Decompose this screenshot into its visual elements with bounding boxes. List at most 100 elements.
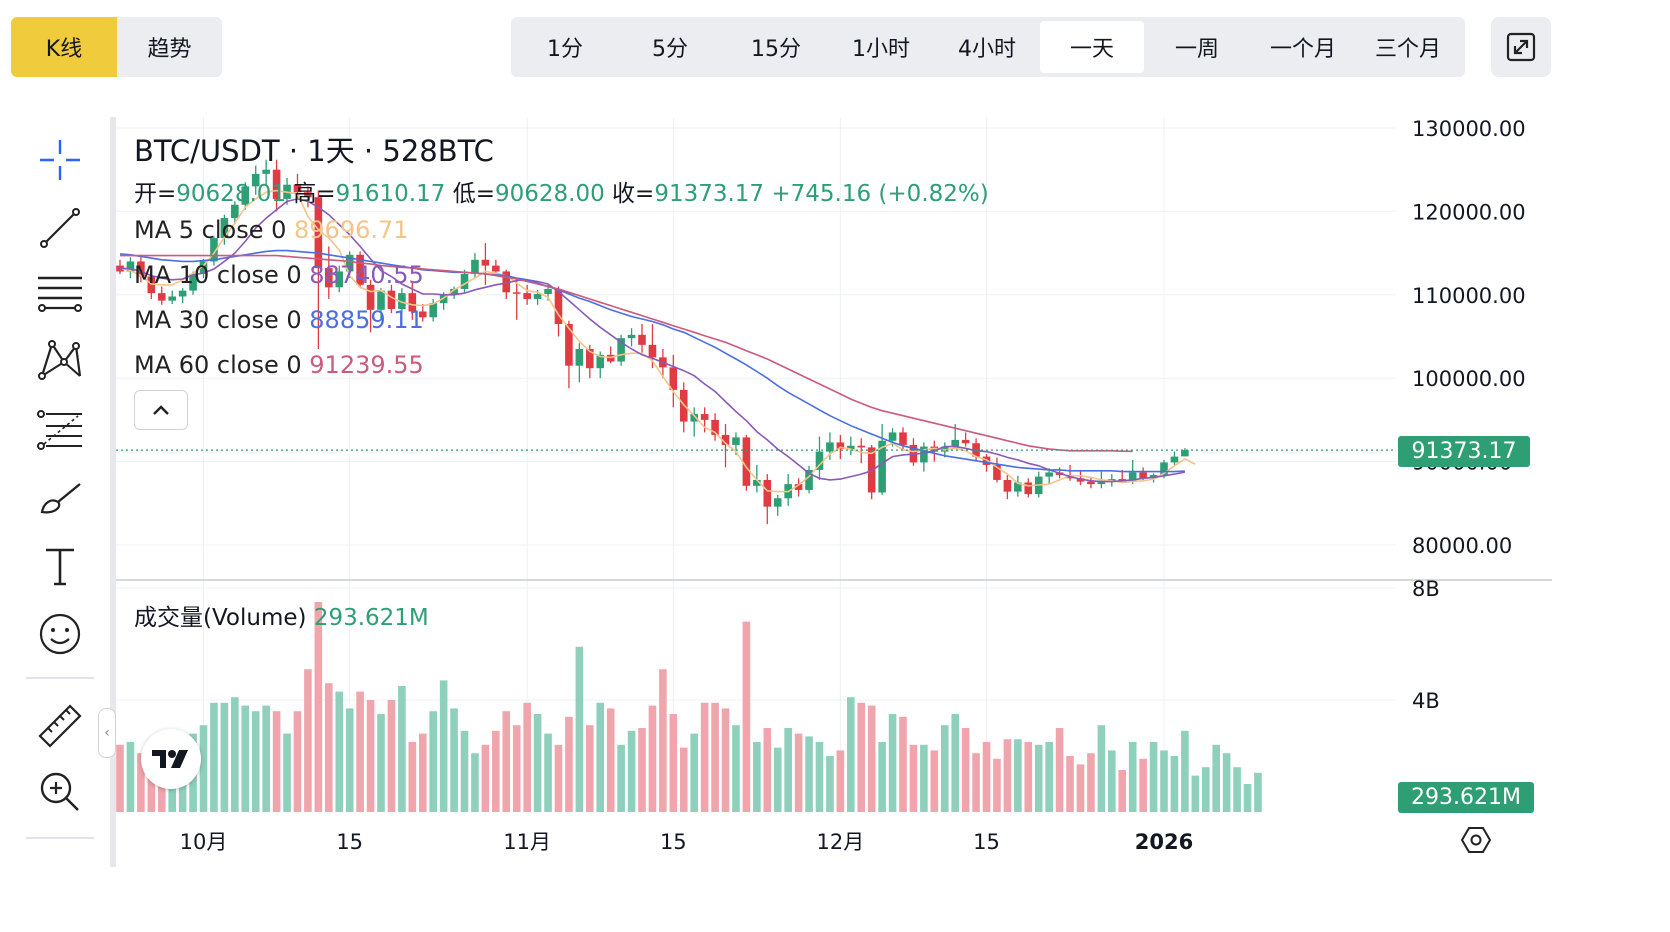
interval-5min[interactable]: 5分 bbox=[652, 37, 688, 62]
candle-body bbox=[586, 349, 594, 369]
close-value: 91373.17 bbox=[654, 181, 765, 207]
candle-body bbox=[366, 284, 375, 310]
interval-1min[interactable]: 1分 bbox=[547, 37, 583, 62]
candle-body bbox=[137, 261, 145, 277]
candle-body bbox=[251, 173, 260, 187]
ma-line-ma5 bbox=[119, 189, 1196, 493]
horizontal-lines-tool[interactable] bbox=[30, 268, 90, 320]
volume-bar bbox=[627, 730, 636, 812]
fibonacci-tool[interactable] bbox=[30, 404, 90, 456]
ruler-icon bbox=[38, 704, 82, 748]
candle-body bbox=[899, 432, 907, 445]
candle-body bbox=[993, 464, 1001, 480]
volume-bar bbox=[732, 725, 740, 812]
volume-bar bbox=[408, 742, 417, 812]
volume-bar bbox=[366, 700, 375, 812]
candle-body bbox=[387, 290, 396, 309]
volume-bar bbox=[1118, 770, 1127, 812]
volume-bar bbox=[1024, 742, 1033, 812]
ma60-legend[interactable]: MA 60 close 0 91239.55 bbox=[134, 351, 424, 379]
fib-icon bbox=[37, 410, 82, 450]
toolbar-collapse-handle[interactable]: ‹ bbox=[98, 708, 116, 758]
price-tick-label: 110000.00 bbox=[1412, 284, 1526, 308]
open-label: 开= bbox=[134, 181, 177, 207]
candle-body bbox=[356, 254, 364, 285]
volume-bar bbox=[533, 714, 542, 812]
chevron-up-icon bbox=[153, 405, 169, 415]
pattern-tool[interactable] bbox=[30, 334, 90, 386]
candle-body bbox=[523, 293, 531, 299]
candle-body bbox=[638, 334, 646, 345]
volume-bar bbox=[1212, 744, 1220, 812]
volume-bar bbox=[262, 705, 270, 812]
volume-bar bbox=[784, 728, 792, 812]
tradingview-logo[interactable] bbox=[141, 729, 201, 789]
candle-body bbox=[377, 290, 385, 310]
candle-body bbox=[690, 414, 698, 422]
crosshair-icon bbox=[40, 140, 80, 180]
volume-bar bbox=[940, 725, 949, 812]
candle-body bbox=[857, 445, 866, 448]
settings-icon bbox=[1460, 827, 1492, 853]
time-tick-label: 15 bbox=[973, 830, 1000, 854]
candle-body bbox=[304, 192, 312, 198]
emoji-tool[interactable] bbox=[30, 608, 90, 660]
ma10-legend[interactable]: MA 10 close 0 88740.55 bbox=[134, 261, 424, 289]
candle-body bbox=[450, 288, 458, 295]
interval-1w[interactable]: 一周 bbox=[1174, 37, 1219, 62]
volume-bar bbox=[1014, 739, 1022, 812]
volume-bar bbox=[888, 714, 897, 812]
candle-body bbox=[1170, 456, 1179, 463]
chart-settings-button[interactable] bbox=[1460, 824, 1492, 856]
time-tick-label: 2026 bbox=[1135, 830, 1193, 854]
trend-line-tool[interactable] bbox=[30, 202, 90, 254]
emoji-icon bbox=[39, 613, 81, 655]
kline-mode-button[interactable]: K线 bbox=[11, 17, 117, 77]
brush-tool[interactable] bbox=[30, 472, 90, 524]
candle-body bbox=[575, 349, 584, 366]
volume-bar bbox=[418, 733, 427, 812]
ma5-legend[interactable]: MA 5 close 0 89696.71 bbox=[134, 216, 409, 244]
last-price-tag: 91373.17 bbox=[1398, 436, 1530, 467]
legend-collapse-button[interactable] bbox=[134, 390, 188, 430]
candle-body bbox=[126, 261, 135, 272]
candle-body bbox=[502, 271, 511, 293]
ma60-value: 91239.55 bbox=[309, 351, 424, 379]
interval-1mon[interactable]: 一个月 bbox=[1269, 37, 1336, 62]
volume-bar bbox=[836, 750, 845, 812]
measure-tool[interactable] bbox=[30, 700, 90, 752]
volume-bar bbox=[1170, 756, 1179, 812]
text-icon bbox=[46, 548, 74, 586]
volume-bar bbox=[847, 697, 855, 812]
volume-bar bbox=[565, 716, 573, 812]
trend-line-icon bbox=[40, 208, 80, 248]
candle-body bbox=[178, 290, 187, 297]
volume-legend: 成交量(Volume) 293.621M bbox=[134, 598, 429, 632]
volume-bar bbox=[920, 744, 928, 812]
candle-body bbox=[815, 451, 824, 470]
volume-bar bbox=[815, 742, 824, 812]
interval-4h[interactable]: 4小时 bbox=[958, 37, 1016, 62]
ma30-label: MA 30 close 0 bbox=[134, 306, 302, 334]
text-tool[interactable] bbox=[30, 540, 90, 592]
volume-bar bbox=[857, 702, 866, 812]
ma30-legend[interactable]: MA 30 close 0 88859.11 bbox=[134, 306, 424, 334]
interval-15min[interactable]: 15分 bbox=[751, 37, 801, 62]
ma10-label: MA 10 close 0 bbox=[134, 261, 302, 289]
volume-bar bbox=[210, 702, 218, 812]
interval-1h[interactable]: 1小时 bbox=[852, 37, 910, 62]
trend-mode-button[interactable]: 趋势 bbox=[147, 37, 192, 62]
zoom-tool[interactable] bbox=[30, 766, 90, 818]
candle-body bbox=[648, 344, 657, 358]
volume-bar bbox=[899, 716, 907, 812]
candle-body bbox=[732, 437, 740, 445]
crosshair-tool[interactable] bbox=[30, 134, 90, 186]
fullscreen-button[interactable] bbox=[1491, 17, 1551, 77]
interval-3mon[interactable]: 三个月 bbox=[1374, 37, 1441, 62]
volume-bar bbox=[272, 711, 281, 812]
candle-body bbox=[314, 197, 323, 269]
volume-bar bbox=[450, 708, 458, 812]
volume-bar bbox=[1097, 725, 1106, 812]
interval-1d[interactable]: 一天 bbox=[1040, 21, 1144, 73]
volume-bar bbox=[993, 758, 1001, 812]
